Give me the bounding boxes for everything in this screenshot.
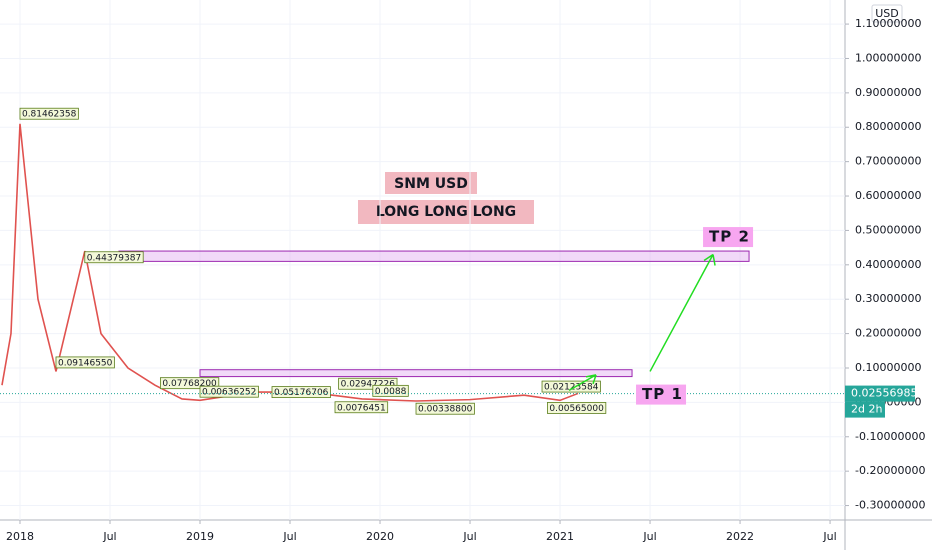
price-note-bg [547, 402, 607, 414]
price-note: 0.07768200 [162, 379, 217, 389]
price-note: 0.02123584 [544, 383, 599, 393]
price-note: 0.09146550 [58, 358, 113, 368]
price-note-bg [334, 401, 389, 414]
plot: 0.81462358 0.44379387 0.09146550 0.07768200… [0, 0, 845, 520]
last-price-bg [845, 385, 915, 402]
x-tick-label: Jul [822, 530, 836, 543]
y-tick-label: 0.90000000 [855, 86, 921, 99]
subtitle-bg [358, 200, 534, 224]
x-tick-label: 2021 [546, 530, 574, 543]
target-zone [199, 369, 633, 378]
y-tick-label: 0.60000000 [855, 189, 921, 202]
x-tick-label: 2018 [6, 530, 34, 543]
y-tick-label: 0.80000000 [855, 120, 921, 133]
chart-subtitle: LONG LONG LONG [376, 204, 516, 220]
price-note-bg [159, 377, 220, 390]
tp-label-bg [703, 227, 754, 248]
price-note-bg [541, 380, 601, 393]
y-tick-label: 0.40000000 [855, 258, 921, 271]
x-tick-label: 2022 [726, 530, 754, 543]
x-tick-label: Jul [462, 530, 476, 543]
x-tick-label: 2019 [186, 530, 214, 543]
price-note: 0.02947226 [341, 380, 396, 390]
price-note: 0.81462358 [22, 110, 77, 120]
price-line [1, 123, 579, 402]
arrow [568, 374, 597, 391]
currency-box[interactable] [871, 4, 903, 23]
price-note-bg [199, 385, 259, 398]
tp-label: TP 2 [709, 228, 750, 246]
title-bg [385, 172, 477, 194]
price-note: 0.05176706 [274, 388, 329, 398]
chart-title: SNM USD [394, 176, 468, 192]
price-note-bg [84, 251, 144, 264]
countdown-bg [845, 401, 885, 418]
y-tick-label: 0.20000000 [855, 327, 921, 340]
currency: USD [875, 7, 899, 20]
price-note: 0.0088 [375, 387, 407, 397]
y-tick-label: -0.10000000 [855, 430, 925, 443]
price-note: 0.00338800 [418, 405, 473, 415]
x-tick-label: 2020 [366, 530, 394, 543]
price-note: 0.0076451 [337, 403, 386, 413]
price-note-bg [19, 107, 79, 120]
tp-label-bg [636, 384, 687, 405]
price-note-bg [338, 377, 398, 390]
target-zone [118, 250, 750, 262]
x-tick-label: Jul [642, 530, 656, 543]
arrow [649, 253, 716, 372]
y-tick-label: 1.00000000 [855, 51, 921, 64]
x-tick-label: Jul [102, 530, 116, 543]
y-tick-label: 0.70000000 [855, 155, 921, 168]
price-note: 0.44379387 [87, 253, 141, 263]
price-note: 0.00636252 [202, 388, 256, 398]
y-tick-label: -0.20000000 [855, 464, 925, 477]
tp-label: TP 1 [642, 385, 683, 403]
price-note-bg [55, 356, 115, 369]
price-note-bg [415, 402, 475, 415]
y-tick-label: 1.10000000 [855, 17, 921, 30]
y-tick-label: 0.10000000 [855, 361, 921, 374]
y-tick-label: 0.30000000 [855, 292, 921, 305]
price-note: 0.00565000 [549, 404, 604, 414]
last-price: 0.02556985 [851, 387, 917, 400]
price-note-bg [372, 384, 409, 397]
y-tick-label: -0.30000000 [855, 499, 925, 512]
y-tick-label: 0.50000000 [855, 223, 921, 236]
x-tick-label: Jul [282, 530, 296, 543]
price-note-bg [271, 386, 331, 398]
countdown: 2d 2h [851, 403, 882, 416]
